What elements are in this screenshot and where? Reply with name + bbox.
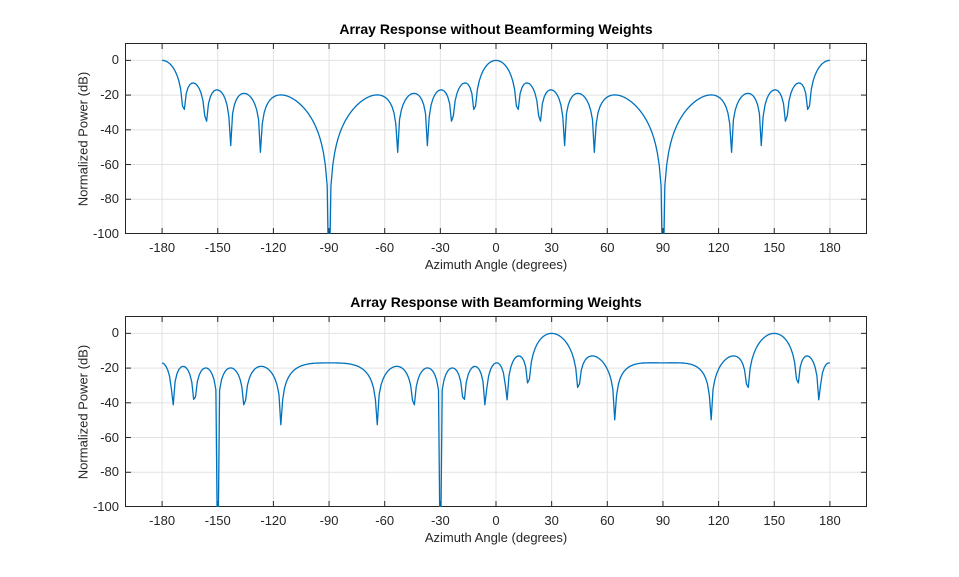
x-tick-label: -180 <box>149 513 176 528</box>
x-tick-label: 90 <box>655 513 671 528</box>
x-tick-label: 150 <box>763 240 786 255</box>
axes-svg <box>125 316 867 508</box>
x-tick-label: 180 <box>819 513 841 528</box>
x-tick-label: 30 <box>544 240 559 255</box>
tick-marks <box>126 317 866 508</box>
x-tick-label: 120 <box>707 513 730 528</box>
y-tick-label: -100 <box>92 226 119 241</box>
x-tick-label: 0 <box>492 240 500 255</box>
axes-svg <box>125 43 867 235</box>
x-tick-label: 120 <box>707 240 730 255</box>
axes-box <box>125 43 867 234</box>
tick-marks <box>126 44 866 235</box>
x-axis-label: Azimuth Angle (degrees) <box>424 257 568 272</box>
y-tick-label: -100 <box>92 499 119 514</box>
x-tick-label: -120 <box>260 240 287 255</box>
grid-lines <box>125 316 867 508</box>
response-curve <box>161 332 830 507</box>
plot-area-without-weights <box>125 43 867 235</box>
y-axis-label: Normalized Power (dB) <box>75 344 91 480</box>
x-tick-label: -150 <box>204 240 231 255</box>
y-tick-label: 0 <box>111 52 119 68</box>
x-tick-label: -180 <box>149 240 176 255</box>
x-tick-label: -30 <box>430 513 450 528</box>
x-tick-label: -60 <box>375 513 395 528</box>
response-curve <box>162 59 830 234</box>
x-tick-label: -60 <box>375 240 395 255</box>
x-tick-label: 60 <box>600 240 615 255</box>
chart-title-with-weights: Array Response with Beamforming Weights <box>350 294 642 310</box>
x-tick-label: 150 <box>763 513 786 528</box>
x-tick-label: 30 <box>544 513 559 528</box>
plot-area-with-weights <box>125 316 867 508</box>
x-axis-label: Azimuth Angle (degrees) <box>424 530 568 545</box>
x-tick-label: -150 <box>204 513 231 528</box>
y-axis-label: Normalized Power (dB) <box>75 71 91 207</box>
grid-lines <box>125 43 867 235</box>
x-tick-label: 180 <box>819 240 841 255</box>
x-tick-label: 0 <box>492 513 500 528</box>
x-tick-label: -120 <box>260 513 287 528</box>
y-tick-label: 0 <box>111 325 119 341</box>
x-tick-label: 60 <box>600 513 615 528</box>
chart-title-without-weights: Array Response without Beamforming Weigh… <box>339 21 653 37</box>
axes-box <box>125 316 867 507</box>
x-tick-label: 90 <box>655 240 671 255</box>
x-tick-label: -90 <box>319 513 339 528</box>
x-tick-label: -90 <box>319 240 339 255</box>
x-tick-label: -30 <box>430 240 450 255</box>
